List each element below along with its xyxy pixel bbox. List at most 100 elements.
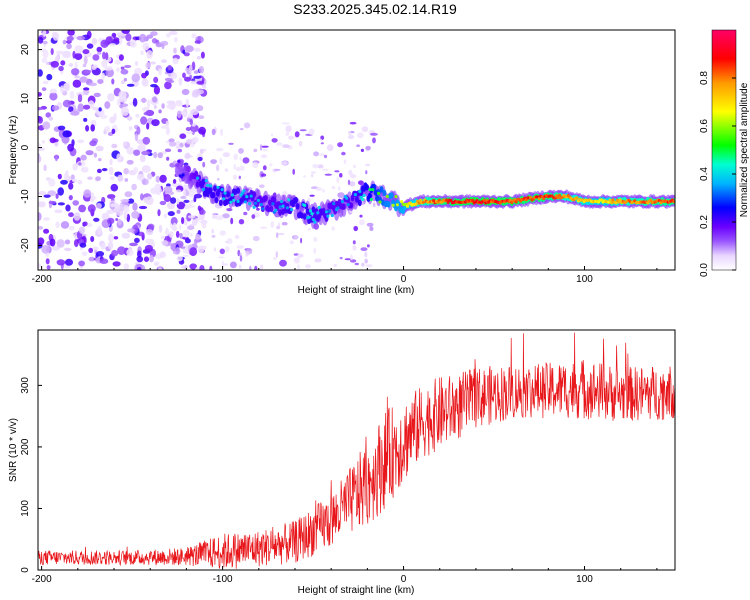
heatmap-signal-cell	[236, 187, 241, 194]
heatmap-signal-cell	[672, 200, 675, 204]
heatmap-noise-cell	[185, 98, 190, 108]
heatmap-signal-cell	[345, 196, 349, 200]
heatmap-signal-cell	[213, 185, 217, 192]
heatmap-noise-cell	[62, 90, 68, 96]
heatmap-noise-cell	[104, 126, 111, 133]
heatmap-noise-cell	[262, 165, 267, 171]
heatmap-noise-cell	[57, 187, 64, 196]
heatmap-noise-cell	[141, 78, 149, 87]
heatmap-noise-cell	[179, 225, 182, 230]
heatmap-signal-cell	[226, 191, 230, 198]
heatmap-signal-cell	[274, 208, 278, 212]
heatmap-noise-cell	[137, 250, 142, 258]
heatmap-signal-cell	[290, 208, 294, 212]
heatmap-noise-cell	[312, 164, 319, 169]
heatmap-noise-cell	[189, 247, 198, 257]
y-tick-label: 300	[20, 377, 31, 394]
heatmap-noise-cell	[77, 179, 83, 185]
heatmap-signal-cell	[310, 212, 314, 216]
heatmap-noise-cell	[102, 51, 106, 60]
heatmap-signal-cell	[281, 204, 285, 208]
heatmap-signal-cell	[346, 203, 350, 207]
heatmap-noise-cell	[133, 149, 141, 156]
heatmap-noise-cell	[122, 141, 128, 147]
heatmap-noise-cell	[83, 87, 90, 91]
heatmap-noise-cell	[334, 170, 340, 173]
heatmap-noise-cell	[224, 246, 230, 253]
heatmap-noise-cell	[107, 217, 115, 225]
heatmap-noise-cell	[72, 200, 79, 206]
heatmap-noise-cell	[105, 52, 109, 61]
heatmap-noise-cell	[41, 139, 45, 144]
heatmap-noise-cell	[126, 159, 134, 165]
heatmap-noise-cell	[190, 109, 199, 116]
heatmap-noise-cell	[74, 52, 83, 61]
heatmap-noise-cell	[98, 158, 102, 162]
heatmap-noise-cell	[191, 33, 197, 39]
heatmap-noise-cell	[42, 121, 51, 130]
heatmap-noise-cell	[79, 242, 87, 248]
heatmap-signal-cell	[285, 206, 289, 210]
heatmap-noise-cell	[282, 191, 288, 196]
heatmap-noise-cell	[165, 120, 170, 127]
heatmap-noise-cell	[276, 142, 283, 146]
heatmap-noise-cell	[191, 128, 196, 135]
heatmap-noise-cell	[80, 166, 89, 173]
heatmap-noise-cell	[211, 228, 215, 234]
heatmap-noise-cell	[116, 98, 121, 106]
heatmap-signal-cell	[269, 205, 274, 213]
heatmap-signal-cell	[313, 220, 317, 224]
heatmap-noise-cell	[68, 195, 73, 201]
heatmap-signal-cell	[649, 198, 653, 202]
heatmap-noise-cell	[339, 173, 343, 178]
heatmap-signal-cell	[196, 176, 200, 180]
heatmap-noise-cell	[193, 238, 198, 245]
heatmap-noise-cell	[42, 30, 47, 37]
heatmap-noise-cell	[372, 137, 376, 144]
heatmap-noise-cell	[187, 215, 196, 219]
heatmap-noise-cell	[292, 168, 296, 175]
heatmap-noise-cell	[161, 43, 165, 50]
heatmap-noise-cell	[174, 36, 178, 43]
heatmap-noise-cell	[344, 258, 351, 261]
heatmap-signal-cell	[514, 200, 518, 204]
heatmap-noise-cell	[81, 251, 88, 256]
heatmap-noise-cell	[140, 50, 144, 55]
heatmap-noise-cell	[48, 116, 54, 121]
heatmap-noise-cell	[68, 225, 75, 231]
heatmap-noise-cell	[107, 241, 114, 250]
heatmap-signal-cell	[201, 178, 206, 185]
heatmap-noise-cell	[67, 143, 74, 152]
heatmap-signal-cell	[317, 212, 322, 220]
heatmap-noise-cell	[38, 36, 44, 44]
heatmap-noise-cell	[38, 155, 42, 163]
heatmap-noise-cell	[109, 43, 117, 47]
heatmap-noise-cell	[313, 237, 318, 242]
heatmap-noise-cell	[123, 263, 129, 270]
heatmap-noise-cell	[87, 176, 93, 180]
heatmap-noise-cell	[364, 258, 369, 264]
heatmap-noise-cell	[320, 142, 324, 145]
heatmap-noise-cell	[365, 145, 371, 151]
heatmap-noise-cell	[251, 214, 256, 220]
heatmap-noise-cell	[281, 122, 290, 125]
heatmap-signal-cell	[240, 191, 245, 195]
heatmap-noise-cell	[193, 75, 202, 79]
heatmap-noise-cell	[120, 66, 125, 70]
heatmap-noise-cell	[64, 258, 74, 266]
heatmap-noise-cell	[92, 246, 99, 251]
heatmap-noise-cell	[50, 48, 54, 55]
heatmap-noise-cell	[221, 260, 224, 267]
heatmap-noise-cell	[124, 191, 133, 198]
heatmap-noise-cell	[236, 245, 244, 249]
heatmap-noise-cell	[348, 134, 355, 140]
heatmap-noise-cell	[191, 219, 198, 226]
heatmap-noise-cell	[108, 166, 114, 176]
heatmap-noise-cell	[360, 247, 368, 252]
heatmap-signal-cell	[249, 194, 253, 198]
heatmap-noise-cell	[254, 265, 258, 270]
heatmap-noise-cell	[55, 221, 60, 229]
heatmap-noise-cell	[226, 208, 233, 212]
heatmap-noise-cell	[38, 147, 45, 151]
heatmap-signal-cell	[340, 199, 344, 204]
